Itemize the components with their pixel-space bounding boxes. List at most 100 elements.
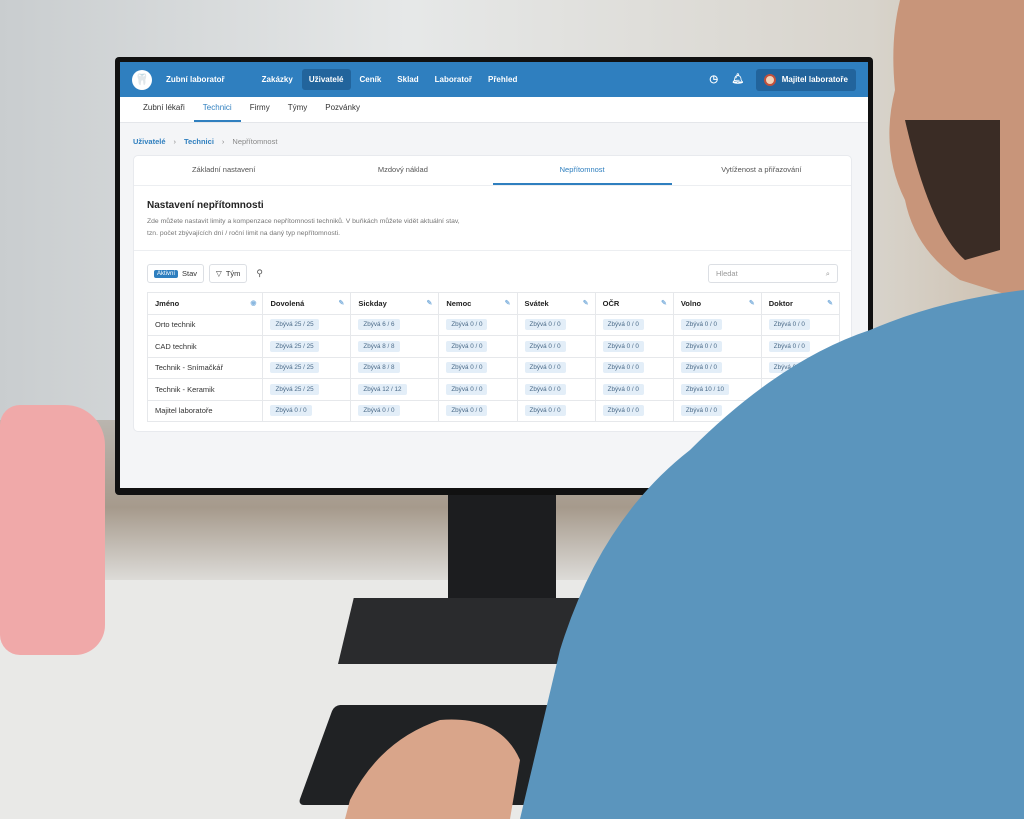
column-header-label: Svátek [524, 298, 549, 308]
technician-name: Orto technik [155, 320, 196, 330]
absence-cell[interactable]: Zbývá 10 / 10 [672, 378, 762, 401]
column-header[interactable]: Dovolená ✎ [262, 292, 352, 315]
table-row[interactable]: CAD technik Zbývá 25 / 25 Zbývá 8 / 8 Zbývá… [146, 335, 841, 358]
remaining-chip: Zbývá 0 / 0 [524, 319, 566, 331]
column-header[interactable]: Volno ✎ [672, 292, 762, 315]
absence-cell[interactable]: Zbývá 8 / 8 [350, 356, 440, 379]
remaining-chip: Zbývá 0 / 0 [680, 362, 722, 374]
edit-icon[interactable]: ✎ [660, 300, 667, 307]
subnav-tymy[interactable]: Týmy [287, 103, 308, 112]
subnav-firmy[interactable]: Firmy [249, 103, 270, 112]
column-header[interactable]: Jméno ◉ [146, 292, 264, 315]
edit-icon[interactable]: ✎ [582, 300, 589, 307]
table-row[interactable]: Technik - Snímačkář Zbývá 25 / 25 Zbývá 8 … [146, 356, 841, 379]
absence-cell[interactable]: Zbývá 0 / 0 [438, 356, 518, 379]
tab-vytizenost[interactable]: Vytíženost a přiřazování [721, 165, 802, 174]
nav-prehled[interactable]: Přehled [487, 75, 518, 84]
user-menu[interactable]: Majitel laboratoře [755, 68, 856, 91]
absence-cell[interactable]: Zbývá 25 / 25 [262, 356, 352, 379]
tooth-logo-icon[interactable]: 🦷 [132, 69, 152, 90]
table-row[interactable]: Majitel laboratoře Zbývá 0 / 0 Zbývá 0 / 0… [146, 399, 841, 422]
remaining-chip: Zbývá 0 / 0 [768, 383, 810, 395]
absence-cell[interactable]: Zbývá 25 / 25 [262, 335, 352, 358]
absence-cell[interactable]: Zbývá 25 / 25 [262, 378, 352, 401]
remaining-chip: Zbývá 12 / 12 [358, 383, 407, 395]
absence-cell[interactable]: Zbývá 8 / 8 [350, 335, 440, 358]
technician-name-cell: Technik - Snímačkář [146, 356, 264, 379]
absence-cell[interactable]: Zbývá 0 / 0 [594, 399, 674, 422]
app-screen: 🦷 Zubní laboratoř Zakázky Uživatelé Cení… [120, 62, 868, 488]
absence-cell[interactable]: Zbývá 0 / 0 [594, 356, 674, 379]
table-row[interactable]: Orto technik Zbývá 25 / 25 Zbývá 6 / 6 Zbýv… [146, 313, 841, 336]
column-header[interactable]: Doktor ✎ [760, 292, 841, 315]
absence-cell[interactable]: Zbývá 0 / 0 [760, 378, 841, 401]
absence-cell[interactable]: Zbývá 0 / 0 [594, 335, 674, 358]
nav-sklad[interactable]: Sklad [397, 75, 419, 84]
absence-cell[interactable]: Zbývá 0 / 0 [438, 378, 518, 401]
absence-cell[interactable]: Zbývá 0 / 0 [438, 335, 518, 358]
absence-cell[interactable]: Zbývá 0 / 0 [760, 313, 841, 336]
tab-nepritomnost[interactable]: Nepřítomnost [492, 156, 672, 185]
remaining-chip: Zbývá 0 / 0 [602, 383, 644, 395]
column-header[interactable]: OČR ✎ [594, 292, 674, 315]
absence-cell[interactable]: Zbývá 0 / 0 [262, 399, 352, 422]
keyboard [297, 705, 575, 805]
table-row[interactable]: Technik - Keramik Zbývá 25 / 25 Zbývá 12 /… [146, 378, 841, 401]
absence-cell[interactable]: Zbývá 0 / 0 [516, 356, 596, 379]
absence-cell[interactable]: Zbývá 0 / 0 [438, 313, 518, 336]
column-header[interactable]: Svátek ✎ [516, 292, 596, 315]
column-header[interactable]: Nemoc ✎ [438, 292, 518, 315]
nav-laborator[interactable]: Laboratoř [434, 75, 472, 84]
team-filter-button[interactable]: ▽ Tým [209, 264, 248, 283]
subnav-pozvanky[interactable]: Pozvánky [325, 103, 360, 112]
absence-cell[interactable]: Zbývá 0 / 0 [438, 399, 518, 422]
settings-icon[interactable]: ◉ [250, 300, 257, 307]
absence-cell[interactable]: Zbývá 0 / 0 [672, 399, 762, 422]
remaining-chip: Zbývá 25 / 25 [270, 319, 319, 331]
edit-icon[interactable]: ✎ [748, 300, 755, 307]
nav-uzivatele[interactable]: Uživatelé [301, 69, 351, 90]
absence-cell[interactable]: Zbývá 0 / 0 [516, 313, 596, 336]
tab-mzdovy-naklad[interactable]: Mzdový náklad [377, 165, 428, 174]
status-filter-button[interactable]: Aktivní Stav [147, 264, 205, 283]
absence-cell[interactable]: Zbývá 0 / 0 [516, 399, 596, 422]
absence-cell[interactable]: Zbývá 0 / 0 [350, 399, 440, 422]
absence-cell[interactable]: Zbývá 25 / 25 [262, 313, 352, 336]
absence-cell[interactable]: Zbývá 0 / 0 [672, 313, 762, 336]
breadcrumb-uzivatele[interactable]: Uživatelé [133, 137, 166, 146]
absence-cell[interactable]: Zbývá 0 / 0 [516, 335, 596, 358]
tab-zakladni-nastaveni[interactable]: Základní nastavení [191, 165, 256, 174]
bell-icon[interactable]: 🔔︎ [731, 74, 745, 85]
edit-icon[interactable]: ✎ [827, 300, 833, 307]
absence-cell[interactable]: Zbývá 0 / 0 [760, 399, 841, 422]
subnav-technici[interactable]: Technici [193, 103, 241, 122]
nav-cenik[interactable]: Ceník [359, 75, 382, 84]
absence-cell[interactable]: Zbývá 12 / 12 [350, 378, 440, 401]
edit-icon[interactable]: ✎ [426, 300, 433, 307]
monitor-base [338, 598, 600, 664]
edit-icon[interactable]: ✎ [504, 300, 511, 307]
absence-cell[interactable]: Zbývá 0 / 0 [594, 313, 674, 336]
remaining-chip: Zbývá 0 / 0 [524, 362, 566, 374]
clock-icon[interactable]: ◷ [709, 74, 719, 85]
edit-icon[interactable]: ✎ [338, 300, 345, 307]
brand-name[interactable]: Zubní laboratoř [166, 75, 225, 84]
breadcrumb: Uživatelé › Technici › Nepřítomnost [133, 137, 277, 146]
absence-cell[interactable]: Zbývá 0 / 0 [594, 378, 674, 401]
sub-navbar: Zubní lékaři Technici Firmy Týmy Pozvánk… [120, 97, 868, 123]
absence-cell[interactable]: Zbývá 0 / 0 [760, 335, 841, 358]
absence-cell[interactable]: Zbývá 0 / 0 [760, 356, 841, 379]
subnav-zubni-lekari[interactable]: Zubní lékaři [143, 103, 185, 112]
remaining-chip: Zbývá 0 / 0 [524, 383, 566, 395]
search-input[interactable]: Hledat ⌕ [708, 264, 838, 283]
absence-cell[interactable]: Zbývá 0 / 0 [672, 335, 762, 358]
nav-zakazky[interactable]: Zakázky [261, 75, 293, 84]
absence-cell[interactable]: Zbývá 0 / 0 [672, 356, 762, 379]
column-header[interactable]: Sickday ✎ [350, 292, 440, 315]
column-header-label: Jméno [155, 298, 180, 308]
clear-filter-icon[interactable]: ⚲ [256, 268, 263, 278]
breadcrumb-technici[interactable]: Technici [184, 137, 214, 146]
absence-cell[interactable]: Zbývá 0 / 0 [516, 378, 596, 401]
absence-cell[interactable]: Zbývá 6 / 6 [350, 313, 440, 336]
remaining-chip: Zbývá 0 / 0 [680, 319, 722, 331]
